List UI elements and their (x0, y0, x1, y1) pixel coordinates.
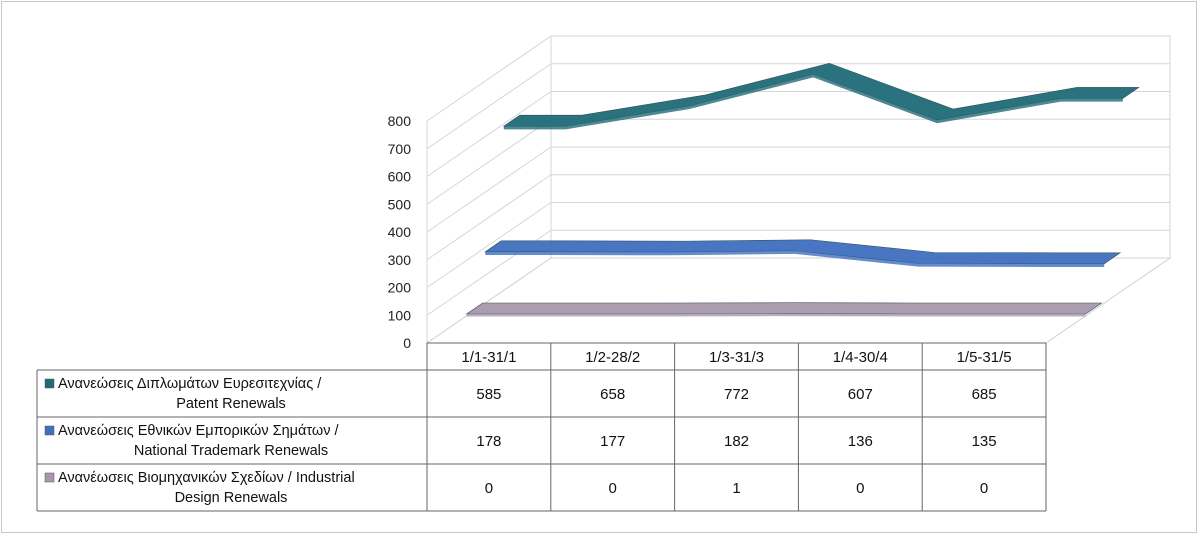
category-label: 1/2-28/2 (585, 349, 640, 366)
gridline (426, 35, 1170, 122)
gridline (426, 202, 1170, 288)
series-name-line1: Ανανέωσεις Βιομηχανικών Σχεδίων / Indust… (58, 470, 355, 486)
data-label: 607 (848, 386, 873, 403)
gridline (426, 63, 1170, 150)
chart-floor (425, 257, 1172, 344)
data-label: 658 (600, 386, 625, 403)
y-tick-label: 100 (388, 307, 412, 323)
gridline (426, 91, 1170, 177)
y-tick-label: 500 (388, 196, 412, 212)
y-tick-label: 200 (388, 280, 412, 296)
series-name-line1: Ανανεώσεις Εθνικών Εμπορικών Σημάτων / (58, 423, 340, 439)
data-label: 135 (972, 433, 997, 450)
legend-key (44, 378, 55, 389)
data-label: 1 (732, 480, 740, 497)
data-label: 136 (848, 433, 873, 450)
gridline (426, 229, 1170, 316)
series-edge (485, 250, 1105, 267)
series-name-line2: Design Renewals (175, 490, 288, 506)
data-label: 585 (476, 386, 501, 403)
gridline (426, 146, 1170, 233)
y-tick-label: 400 (388, 224, 412, 240)
category-label: 1/1-31/1 (461, 349, 516, 366)
category-label: 1/4-30/4 (833, 349, 888, 366)
gridline (426, 257, 1170, 344)
series-ribbon (502, 62, 1140, 127)
category-label: 1/5-31/5 (957, 349, 1012, 366)
data-label: 0 (980, 480, 988, 497)
gridline (426, 174, 1170, 261)
series-name-line2: National Trademark Renewals (134, 443, 328, 459)
y-tick-label: 800 (388, 113, 412, 129)
legend-key (44, 425, 55, 436)
series-ribbon (465, 302, 1103, 315)
y-axis-ticks: 0 100 200 300 400 500 600 700 800 (388, 113, 412, 351)
category-label: 1/3-31/3 (709, 349, 764, 366)
data-label: 177 (600, 433, 625, 450)
data-label: 0 (609, 480, 617, 497)
gridlines (426, 35, 1170, 344)
y-tick-label: 600 (388, 169, 412, 185)
data-label: 0 (856, 480, 864, 497)
series-ribbon (484, 239, 1122, 265)
chart-walls (425, 35, 1172, 344)
series-name-line1: Ανανεώσεις Διπλωμάτων Ευρεσιτεχνίας / (58, 376, 322, 392)
gridline (426, 118, 1170, 205)
data-label: 772 (724, 386, 749, 403)
data-label: 178 (476, 433, 501, 450)
data-table: 1/1-31/1 1/2-28/2 1/3-31/3 1/4-30/4 1/5-31/5… (36, 342, 1047, 512)
series-edge (503, 74, 1123, 130)
y-tick-label: 700 (388, 141, 412, 157)
data-label: 0 (485, 480, 493, 497)
data-label: 182 (724, 433, 749, 450)
series-name-line2: Patent Renewals (176, 396, 286, 412)
legend-key (44, 472, 55, 483)
series-edge (466, 313, 1086, 317)
y-tick-label: 0 (403, 335, 411, 351)
series-layer (465, 62, 1140, 317)
data-label: 685 (972, 386, 997, 403)
y-tick-label: 300 (388, 252, 412, 268)
